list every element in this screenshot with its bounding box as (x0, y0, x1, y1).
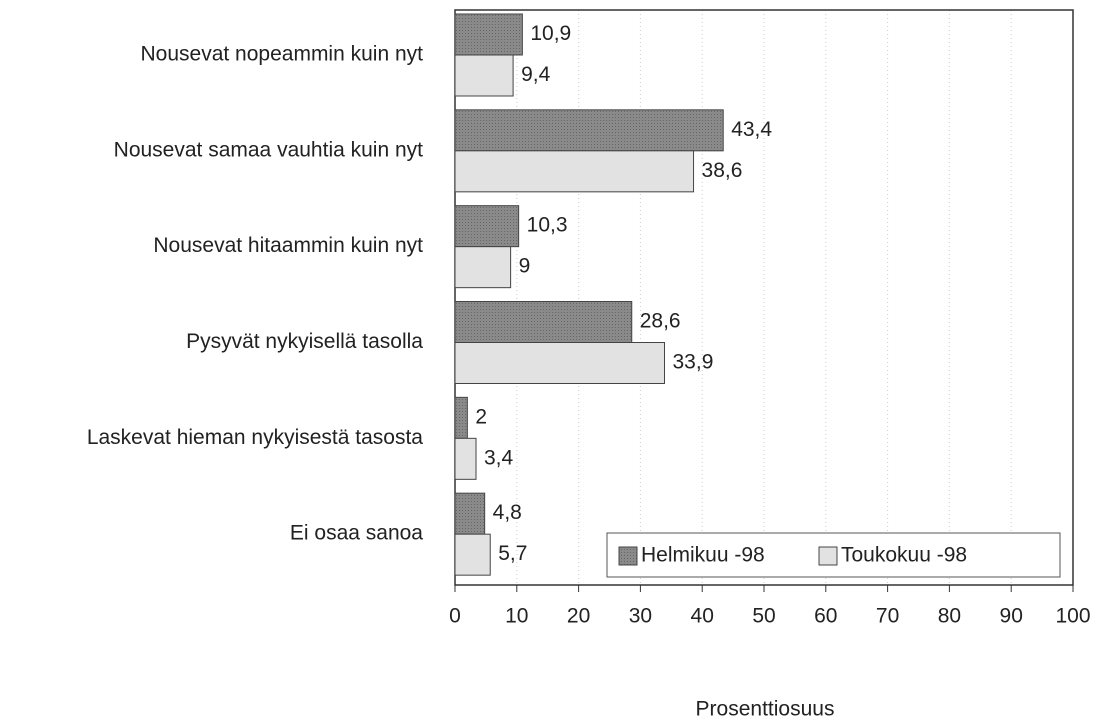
x-tick-label: 10 (505, 605, 528, 628)
bar (454, 109, 724, 152)
y-tick-label: Pysyvät nykyisellä tasolla (186, 330, 423, 353)
bar (454, 13, 523, 56)
y-tick-label: Ei osaa sanoa (290, 522, 423, 545)
x-tick-label: 100 (1055, 605, 1090, 628)
x-tick-label: 90 (1000, 605, 1023, 628)
data-label: 28,6 (640, 310, 681, 333)
legend-swatch (618, 546, 638, 566)
bar (454, 437, 477, 480)
bar (454, 533, 491, 576)
x-tick-label: 60 (814, 605, 837, 628)
x-tick-label: 20 (567, 605, 590, 628)
bar (454, 246, 512, 289)
x-tick-label: 80 (938, 605, 961, 628)
data-label: 10,3 (527, 214, 568, 237)
x-tick-label: 70 (876, 605, 899, 628)
data-label: 38,6 (702, 159, 743, 182)
bar (454, 301, 633, 343)
data-label: 9,4 (521, 63, 551, 86)
plot-frame (454, 9, 1074, 586)
bar (454, 492, 486, 535)
y-tick-label: Nousevat samaa vauhtia kuin nyt (114, 138, 424, 161)
data-label: 3,4 (484, 446, 514, 469)
bar (454, 150, 695, 193)
y-tick-label: Nousevat nopeammin kuin nyt (141, 43, 424, 66)
data-label: 43,4 (731, 118, 772, 141)
data-label: 4,8 (493, 501, 522, 524)
bar (454, 54, 514, 97)
data-label: 5,7 (498, 542, 527, 565)
bar (454, 396, 468, 439)
x-tick-label: 50 (752, 605, 775, 628)
data-label: 10,9 (530, 22, 571, 45)
y-tick-label: Laskevat hieman nykyisestä tasosta (87, 426, 423, 449)
legend-label: Toukokuu -98 (841, 544, 967, 567)
x-tick-label: 30 (629, 605, 652, 628)
data-label: 9 (519, 255, 531, 278)
legend-label: Helmikuu -98 (641, 544, 765, 567)
y-tick-label: Nousevat hitaammin kuin nyt (153, 234, 423, 257)
x-axis-label: Prosenttiosuus (696, 698, 835, 721)
x-tick-label: 40 (691, 605, 714, 628)
data-label: 2 (475, 405, 487, 428)
data-label: 33,9 (673, 351, 714, 374)
bar (454, 342, 666, 384)
legend-swatch (818, 546, 838, 566)
x-tick-label: 0 (449, 605, 461, 628)
bar (454, 205, 520, 248)
